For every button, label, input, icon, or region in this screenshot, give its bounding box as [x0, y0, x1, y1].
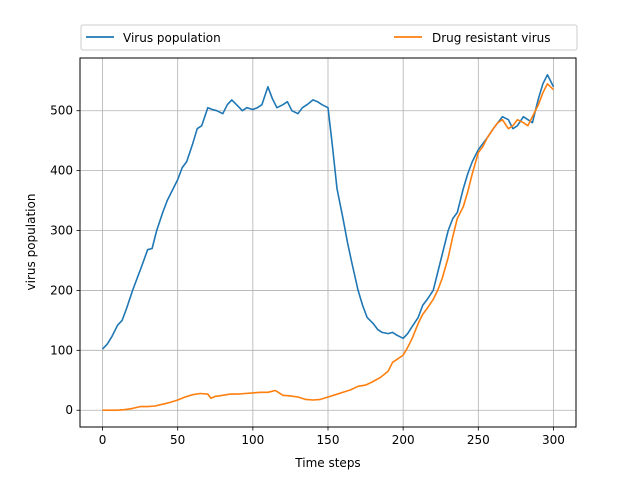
x-axis-ticks: 0 50 100 150 200 250 300 [99, 427, 565, 447]
y-tick-label: 500 [50, 104, 73, 118]
y-tick-label: 300 [50, 224, 73, 238]
legend-label-virus-population: Virus population [123, 31, 221, 45]
series-line-drug-resistant-virus [102, 83, 555, 412]
x-tick-label: 300 [542, 433, 565, 447]
x-tick-label: 50 [170, 433, 185, 447]
y-tick-label: 200 [50, 283, 73, 297]
x-tick-label: 250 [467, 433, 490, 447]
y-tick-label: 0 [65, 403, 73, 417]
x-tick-label: 100 [241, 433, 264, 447]
x-tick-label: 0 [99, 433, 107, 447]
x-axis-label: Time steps [294, 456, 360, 470]
y-tick-label: 100 [50, 343, 73, 357]
series-line-virus-population [101, 74, 555, 350]
series-lines [101, 74, 555, 412]
legend-box [80, 24, 578, 51]
y-tick-label: 400 [50, 164, 73, 178]
x-tick-label: 200 [392, 433, 415, 447]
y-axis-label: virus population [24, 194, 38, 291]
legend-label-drug-resistant-virus: Drug resistant virus [432, 31, 551, 45]
y-axis-ticks: 0 100 200 300 400 500 [50, 104, 80, 417]
x-tick-label: 150 [317, 433, 340, 447]
legend: Virus population Drug resistant virus [80, 24, 578, 51]
